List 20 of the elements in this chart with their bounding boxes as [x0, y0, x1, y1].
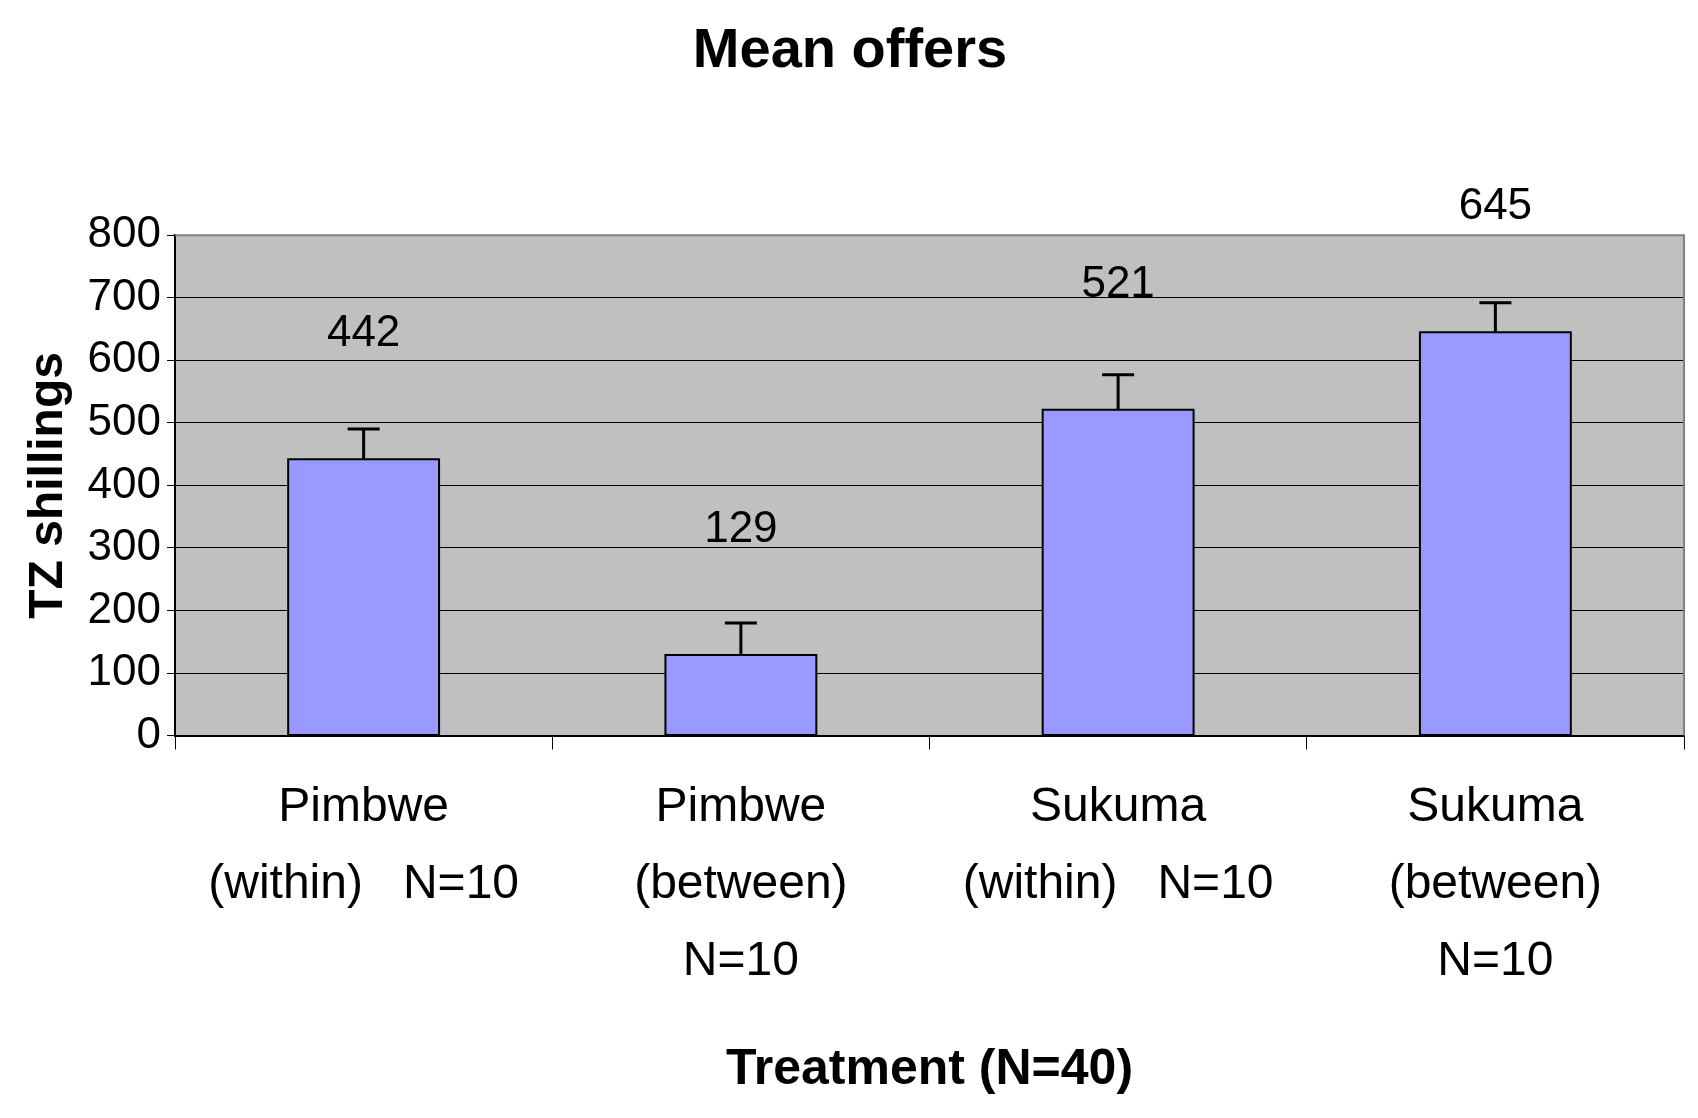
x-tick-label: Pimbwe (within) N=10	[208, 778, 520, 909]
y-tick-label: 600	[87, 332, 162, 382]
y-tick-label: 500	[87, 394, 162, 444]
y-axis-title: TZ shillings	[19, 352, 73, 619]
x-tick-label: Sukuma (between) N=10	[1388, 778, 1603, 985]
data-label: 645	[1458, 179, 1533, 229]
y-tick-label: 300	[87, 520, 162, 570]
data-label: 442	[326, 306, 401, 356]
y-tick-label: 700	[87, 269, 162, 319]
data-label: 129	[704, 502, 778, 552]
chart-title: Mean offers	[692, 16, 1008, 80]
y-tick-label: 400	[87, 457, 162, 507]
y-tick-label: 800	[87, 207, 162, 257]
y-tick-label: 100	[87, 645, 162, 695]
data-label: 521	[1081, 256, 1155, 306]
x-tick-label: Sukuma (within) N=10	[962, 778, 1274, 909]
y-tick-label: 200	[87, 582, 162, 632]
x-axis-title: Treatment (N=40)	[725, 1038, 1134, 1095]
x-tick-label: Pimbwe (between) N=10	[634, 778, 848, 985]
y-tick-label: 0	[136, 707, 162, 757]
